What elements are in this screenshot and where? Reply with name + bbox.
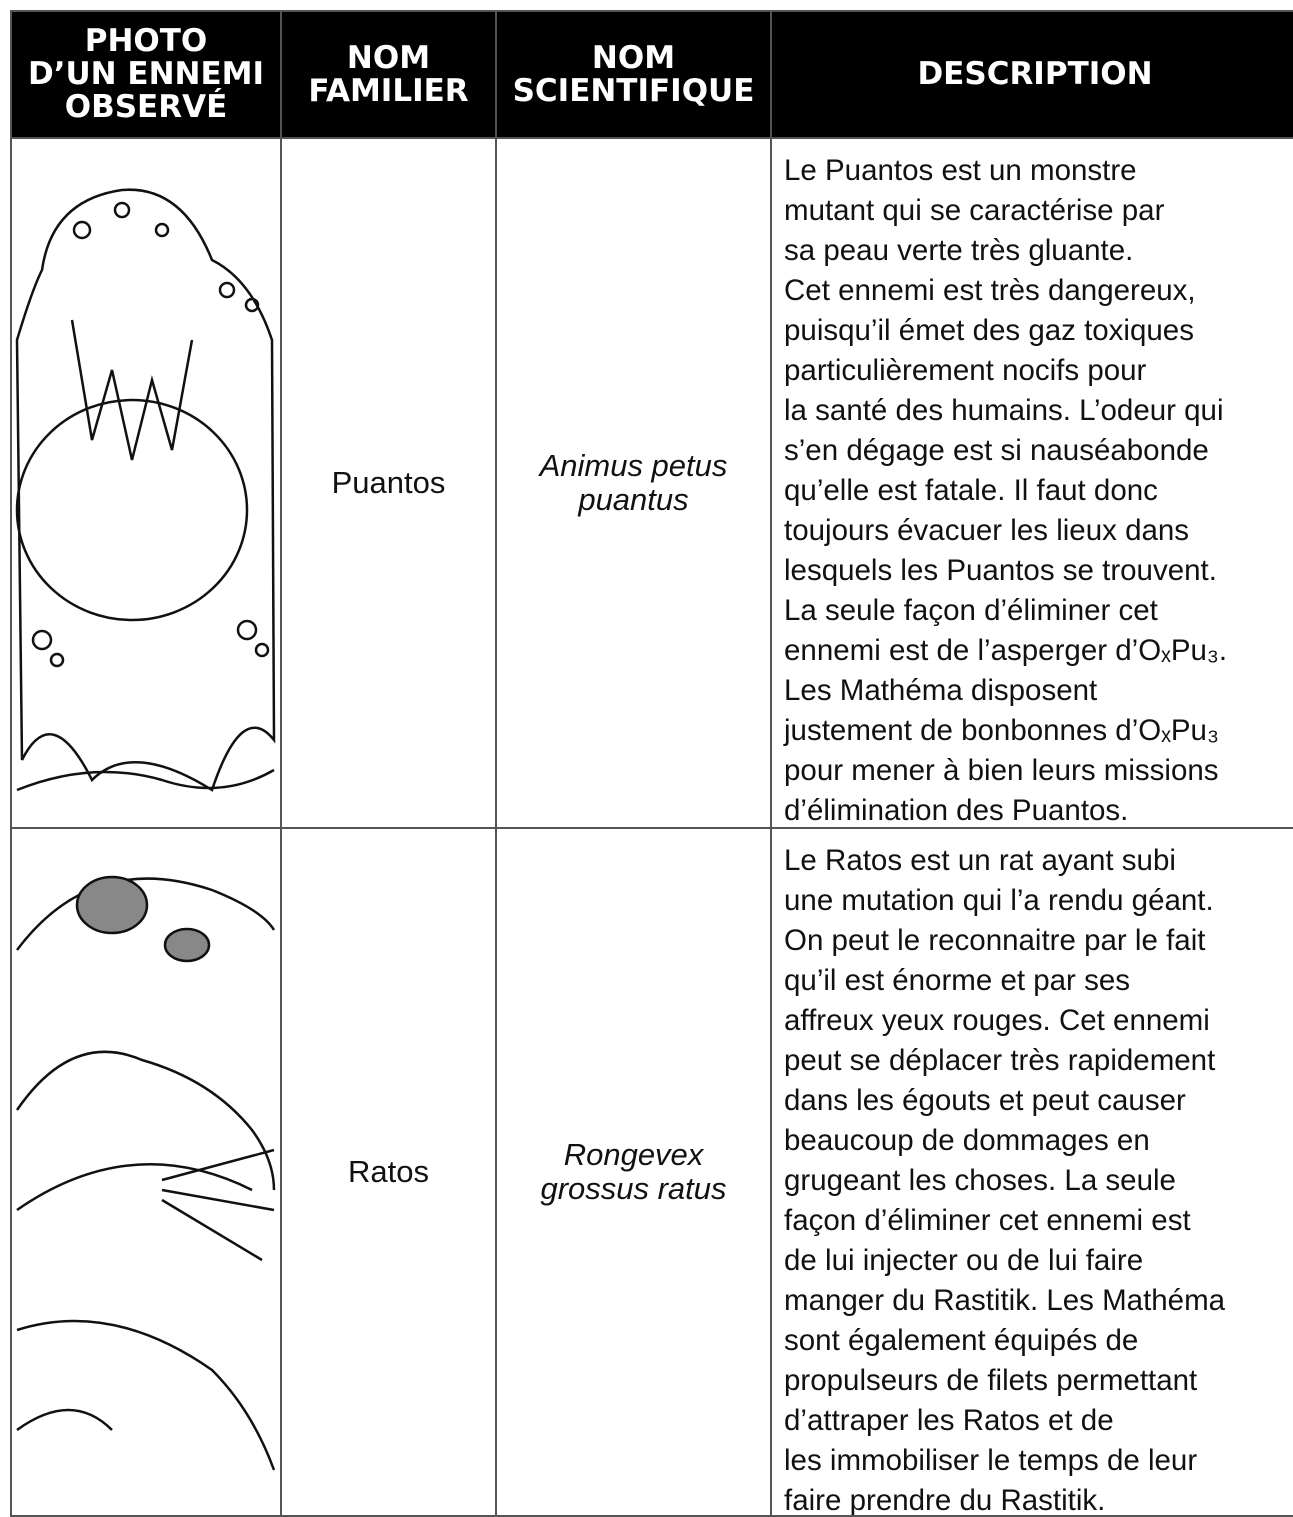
header-line: PHOTO	[84, 23, 208, 59]
description-line: d’attraper les Ratos et de	[784, 1404, 1114, 1437]
description-line: de lui injecter ou de lui faire	[784, 1244, 1144, 1277]
description-line: Les Mathéma disposent	[784, 674, 1098, 707]
description-line: pour mener à bien leurs missions	[784, 754, 1219, 787]
scientific-name-line: Rongevex	[563, 1137, 704, 1172]
description-line: propulseurs de filets permettant	[784, 1364, 1198, 1397]
description-line: manger du Rastitik. Les Mathéma	[784, 1284, 1226, 1317]
header-line: SCIENTIFIQUE	[512, 72, 755, 109]
description-line: dans les égouts et peut causer	[784, 1084, 1186, 1117]
description-line: La seule façon d’éliminer cet	[784, 594, 1158, 627]
header-line: NOM	[591, 39, 676, 76]
description-line: une mutation qui l’a rendu géant.	[784, 884, 1214, 917]
description-line: qu’il est énorme et par ses	[784, 964, 1130, 997]
common-name: Puantos	[331, 465, 446, 500]
description-line: Cet ennemi est très dangereux,	[784, 274, 1196, 307]
description-line: grugeant les choses. La seule	[784, 1164, 1176, 1197]
description-line: puisqu’il émet des gaz toxiques	[784, 314, 1194, 347]
description-line: affreux yeux rouges. Cet ennemi	[784, 1004, 1210, 1037]
scientific-name-cell: Rongevex grossus ratus	[495, 827, 772, 1517]
description-line: On peut le reconnaitre par le fait	[784, 924, 1206, 957]
scientific-name-cell: Animus petus puantus	[495, 137, 772, 829]
common-name: Ratos	[348, 1154, 429, 1189]
description-line: faire prendre du Rastitik.	[784, 1484, 1106, 1517]
header-line: OBSERVÉ	[64, 89, 228, 125]
common-name-cell: Puantos	[280, 137, 497, 829]
header-cell: NOM FAMILIER	[280, 10, 497, 139]
description-line: qu’elle est fatale. Il faut donc	[784, 474, 1158, 507]
scientific-name-line: puantus	[578, 482, 689, 517]
description-line: particulièrement nocifs pour	[784, 354, 1147, 387]
description-line: beaucoup de dommages en	[784, 1124, 1150, 1157]
header-cell: DESCRIPTION	[770, 10, 1293, 139]
header-line: NOM	[346, 39, 431, 76]
description-line: justement de bonbonnes d’OₓPu₃	[784, 714, 1219, 747]
description-line: les immobiliser le temps de leur	[784, 1444, 1198, 1477]
description-line: mutant qui se caractérise par	[784, 194, 1165, 227]
header-line: FAMILIER	[308, 72, 469, 109]
ratos-illustration	[15, 875, 276, 1471]
description-line: lesquels les Puantos se trouvent.	[784, 554, 1217, 587]
puantos-illustration	[15, 188, 276, 792]
scientific-name-line: grossus ratus	[540, 1171, 727, 1206]
scientific-name-line: Animus petus	[539, 448, 728, 483]
description-cell: Le Ratos est un rat ayant subi une mutati…	[770, 827, 1293, 1517]
header-cell: NOM SCIENTIFIQUE	[495, 10, 772, 139]
description-line: d’élimination des Puantos.	[784, 794, 1129, 827]
common-name-cell: Ratos	[280, 827, 497, 1517]
header-line: D’UN ENNEMI	[27, 56, 265, 92]
description-line: peut se déplacer très rapidement	[784, 1044, 1216, 1077]
description-line: toujours évacuer les lieux dans	[784, 514, 1190, 547]
description-line: Le Ratos est un rat ayant subi	[784, 844, 1176, 877]
description-line: sa peau verte très gluante.	[784, 234, 1134, 267]
description-line: la santé des humains. L’odeur qui	[784, 394, 1224, 427]
description-line: ennemi est de l’asperger d’OₓPu₃.	[784, 634, 1228, 667]
header-line: DESCRIPTION	[917, 56, 1153, 92]
description-cell: Le Puantos est un monstre mutant qui se c…	[770, 137, 1293, 829]
description-line: Le Puantos est un monstre	[784, 154, 1137, 187]
description-line: sont également équipés de	[784, 1324, 1139, 1357]
description-line: façon d’éliminer cet ennemi est	[784, 1204, 1191, 1237]
description-line: s’en dégage est si nauséabonde	[784, 434, 1209, 467]
header-cell: PHOTO D’UN ENNEMI OBSERVÉ	[10, 10, 282, 139]
